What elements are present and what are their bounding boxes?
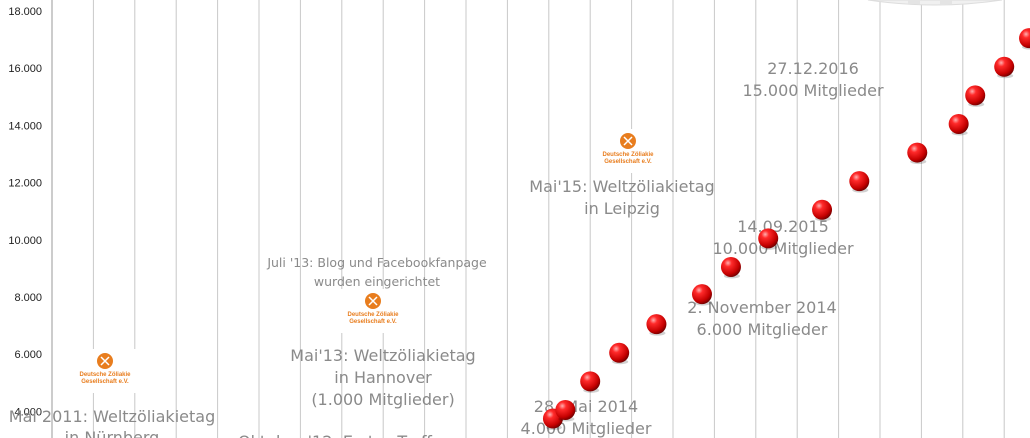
annotation-line: 14.09.2015 — [737, 217, 829, 236]
data-point — [580, 371, 601, 393]
logo-text: Deutsche Zöliakie — [79, 372, 131, 378]
data-point — [720, 256, 741, 279]
y-tick-label: 14.000 — [8, 120, 42, 132]
data-point — [849, 171, 870, 193]
annotation-line: 27.12.2016 — [767, 59, 859, 78]
annotation-line: 6.000 Mitglieder — [697, 320, 828, 339]
annotation-line: Mai'13: Weltzöliakietag — [290, 346, 475, 365]
annotation-line: 2. November 2014 — [687, 298, 836, 317]
annotation: 28. Mai 2014 4.000 Mitglieder — [521, 397, 652, 438]
data-point — [555, 399, 576, 422]
annotation-line: 15.000 Mitglieder — [742, 81, 883, 100]
annotation-line: 4.000 Mitglieder — [521, 419, 652, 438]
logo-text: Gesellschaft e.V. — [81, 379, 129, 385]
y-tick-label: 8.000 — [14, 292, 42, 304]
annotation-line: 10.000 Mitglieder — [712, 239, 853, 258]
annotation: 27.12.2016 15.000 Mitglieder — [742, 59, 883, 100]
annotation-line: in Hannover — [334, 368, 432, 387]
logo-text: Deutsche Zöliakie — [347, 312, 399, 318]
annotation-line: wurden eingerichtet — [314, 274, 440, 289]
y-tick-label: 6.000 — [14, 349, 42, 361]
data-point — [691, 284, 712, 306]
data-point — [994, 56, 1015, 79]
annotation: 2. November 2014 6.000 Mitglieder — [687, 298, 836, 339]
data-points — [542, 28, 1030, 431]
annotation: Mai'15: Weltzöliakietag in Leipzig — [529, 177, 714, 218]
y-tick-label: 4.000 — [14, 406, 42, 418]
annotation-line: Oktober '12: Erstes Treffen — [238, 432, 452, 438]
data-point — [646, 314, 667, 336]
data-point — [907, 142, 928, 165]
data-point — [948, 113, 969, 136]
annotation-line: in Leipzig — [584, 199, 660, 218]
annotation: Mai'13: Weltzöliakietag in Hannover (1.000… — [290, 346, 475, 409]
data-point — [758, 228, 779, 250]
annotation-layer: Mai 2011: Weltzöliakietag in Nürnberg Juli… — [9, 59, 884, 438]
logo-text: Gesellschaft e.V. — [604, 159, 652, 165]
logo-text: Gesellschaft e.V. — [349, 319, 397, 325]
annotation: Juli '13: Blog und Facebookfanpage wurden… — [266, 255, 487, 289]
y-tick-label: 18.000 — [8, 6, 42, 18]
grid-lines — [51, 0, 1005, 438]
annotation-line: Juli '13: Blog und Facebookfanpage — [266, 255, 487, 270]
data-point — [965, 85, 986, 107]
annotation: 14.09.2015 10.000 Mitglieder — [712, 217, 853, 258]
y-axis: 4.000 6.000 8.000 10.000 12.000 14.000 16.000 1… — [8, 6, 42, 418]
annotation-line: in Nürnberg — [65, 428, 160, 438]
y-tick-label: 10.000 — [8, 235, 42, 247]
logo-text: Deutsche Zöliakie — [602, 152, 654, 158]
data-point — [609, 342, 630, 365]
annotation-line: (1.000 Mitglieder) — [311, 390, 454, 409]
y-tick-label: 12.000 — [8, 178, 42, 190]
annotation: Oktober '12: Erstes Treffen — [238, 432, 452, 438]
data-point — [812, 199, 833, 222]
annotation-line: Mai'15: Weltzöliakietag — [529, 177, 714, 196]
data-point — [1019, 28, 1030, 50]
y-tick-label: 16.000 — [8, 63, 42, 75]
top-right-decoration — [867, 0, 1003, 6]
annotation: Mai 2011: Weltzöliakietag in Nürnberg — [9, 407, 215, 438]
annotation-line: Mai 2011: Weltzöliakietag — [9, 407, 215, 426]
